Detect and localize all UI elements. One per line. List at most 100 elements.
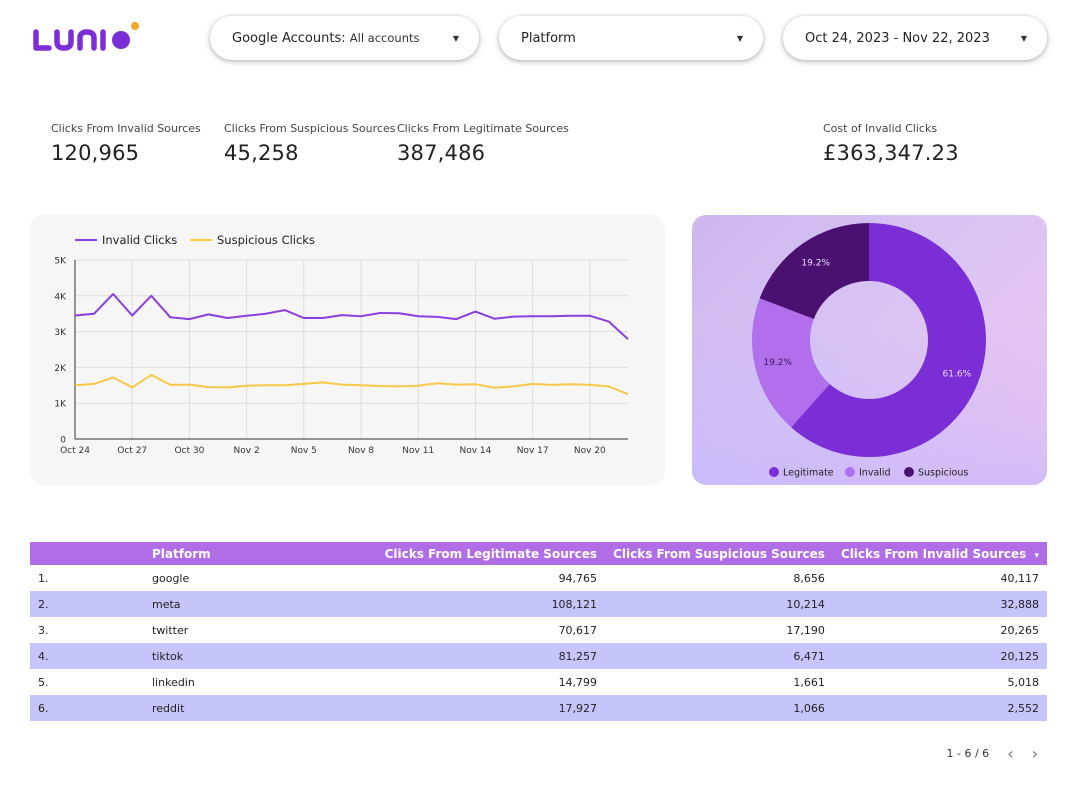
row-suspicious: 8,656: [793, 571, 825, 585]
row-legitimate: 17,927: [376, 695, 606, 721]
row-platform: meta: [144, 591, 377, 617]
chevron-right-icon[interactable]: ›: [1031, 744, 1038, 763]
row-invalid: 40,117: [1000, 571, 1040, 585]
row-platform: reddit: [144, 695, 377, 721]
donut-slice-label: 19.2%: [763, 358, 792, 368]
row-platform: tiktok: [144, 643, 377, 669]
pagination: 1 - 6 / 6 ‹ ›: [947, 744, 1038, 763]
logo-mark: [33, 22, 139, 51]
kpi-cost-invalid-clicks: Cost of Invalid Clicks £363,347.23: [823, 122, 959, 165]
date-range-label: Oct 24, 2023 - Nov 22, 2023: [805, 30, 990, 46]
clicks-donut-chart-card: 61.6% 19.2% 19.2% Legitimate Invalid Suspicio…: [692, 215, 1047, 485]
row-suspicious: 6,471: [605, 643, 833, 669]
y-tick-label: 1K: [54, 400, 67, 410]
row-invalid: 20,125: [832, 643, 1047, 669]
donut-slice-suspicious: [759, 223, 869, 319]
row-suspicious: 17,190: [786, 623, 825, 637]
row-platform: linkedin: [152, 675, 195, 689]
row-index: 1.: [38, 571, 49, 585]
date-range-dropdown[interactable]: Oct 24, 2023 - Nov 22, 2023 ▼: [783, 16, 1047, 60]
x-tick-label: Nov 11: [402, 446, 434, 456]
row-invalid: 5,018: [1007, 675, 1040, 689]
lunio-logo: [32, 18, 147, 60]
legend-label: Suspicious Clicks: [217, 233, 315, 247]
clicks-donut-chart: 61.6% 19.2% 19.2% Legitimate Invalid Suspicio…: [752, 223, 986, 479]
row-index: 3.: [38, 623, 49, 637]
kpi-value: £363,347.23: [823, 141, 959, 165]
accounts-filter-label: Google Accounts:: [232, 30, 346, 46]
chevron-left-icon[interactable]: ‹: [1007, 744, 1014, 763]
row-suspicious: 1,066: [605, 695, 833, 721]
clicks-line-chart-card: Invalid Clicks Suspicious Clicks 0 1K 2K 3K 4K…: [30, 215, 665, 485]
accounts-filter-value: All accounts: [349, 30, 420, 45]
kpi-title: Clicks From Suspicious Sources: [224, 122, 396, 135]
row-invalid: 32,888: [832, 591, 1047, 617]
x-tick-label: Oct 27: [117, 446, 147, 456]
row-legitimate: 70,617: [558, 623, 598, 637]
y-tick-label: 0: [60, 436, 66, 446]
row-platform: google: [152, 571, 190, 585]
x-tick-label: Nov 8: [348, 446, 374, 456]
column-header-legitimate[interactable]: Clicks From Legitimate Sources: [376, 542, 606, 565]
platform-filter-label: Platform: [521, 30, 576, 46]
table-row[interactable]: 2. meta 108,121 10,214 32,888: [30, 591, 1047, 617]
table-row[interactable]: 1. google 94,765 8,656 40,117: [30, 565, 1047, 591]
pagination-label: 1 - 6 / 6: [946, 747, 990, 760]
row-legitimate: 108,121: [376, 591, 606, 617]
legend-label: Invalid Clicks: [102, 233, 177, 247]
x-tick-label: Nov 14: [460, 446, 492, 456]
row-invalid: 20,265: [1000, 623, 1040, 637]
legend-swatch: [769, 467, 779, 477]
legend-swatch: [845, 467, 855, 477]
column-header-index: [30, 542, 144, 565]
donut-slice-label: 61.6%: [943, 370, 972, 380]
column-header-platform[interactable]: Platform: [144, 542, 377, 565]
kpi-value: 45,258: [224, 141, 299, 165]
row-suspicious: 10,214: [605, 591, 833, 617]
table-row[interactable]: 4. tiktok 81,257 6,471 20,125: [30, 643, 1047, 669]
row-index: 6.: [30, 695, 144, 721]
accounts-filter-dropdown[interactable]: Google Accounts: All accounts ▼: [210, 16, 479, 60]
legend-label: Invalid: [859, 468, 891, 479]
y-tick-label: 2K: [54, 364, 67, 374]
caret-down-icon: ▼: [736, 33, 743, 43]
row-suspicious: 1,661: [793, 675, 825, 689]
legend-swatch: [904, 467, 914, 477]
x-tick-label: Nov 17: [517, 446, 549, 456]
table-row[interactable]: 3. twitter 70,617 17,190 20,265: [30, 617, 1047, 643]
legend-label: Legitimate: [783, 468, 834, 479]
y-tick-label: 3K: [54, 328, 67, 338]
row-legitimate: 14,799: [558, 675, 598, 689]
row-index: 4.: [30, 643, 144, 669]
accounts-filter-label-group: Google Accounts: All accounts: [232, 31, 453, 46]
table-header-row: Platform Clicks From Legitimate Sources …: [30, 542, 1047, 565]
row-index: 5.: [38, 675, 49, 689]
donut-slice-invalid: [752, 298, 830, 428]
legend-label: Suspicious: [918, 468, 968, 479]
kpi-invalid-clicks: Clicks From Invalid Sources 120,965: [51, 122, 201, 165]
x-tick-label: Nov 20: [574, 446, 606, 456]
row-legitimate: 94,765: [558, 571, 598, 585]
column-header-suspicious[interactable]: Clicks From Suspicious Sources: [605, 542, 833, 565]
kpi-title: Clicks From Legitimate Sources: [397, 122, 569, 135]
table-row[interactable]: 6. reddit 17,927 1,066 2,552: [30, 695, 1047, 721]
x-tick-label: Oct 24: [60, 446, 90, 456]
kpi-suspicious-clicks: Clicks From Suspicious Sources 45,258: [224, 122, 395, 165]
table-row[interactable]: 5. linkedin 14,799 1,661 5,018: [30, 669, 1047, 695]
row-legitimate: 81,257: [376, 643, 606, 669]
y-tick-label: 5K: [54, 257, 67, 267]
column-header-invalid[interactable]: Clicks From Invalid Sources ▾: [832, 542, 1047, 565]
kpi-title: Clicks From Invalid Sources: [51, 122, 201, 135]
kpi-title: Cost of Invalid Clicks: [823, 122, 938, 135]
x-tick-label: Oct 30: [174, 446, 204, 456]
sort-descending-icon: ▾: [1034, 550, 1039, 561]
kpi-value: 120,965: [51, 141, 140, 165]
platform-table: Platform Clicks From Legitimate Sources …: [30, 542, 1047, 721]
x-tick-label: Nov 5: [291, 446, 317, 456]
y-tick-label: 4K: [54, 292, 67, 302]
clicks-line-chart: Invalid Clicks Suspicious Clicks 0 1K 2K 3K 4K…: [54, 233, 629, 456]
column-header-invalid-label: Clicks From Invalid Sources: [840, 546, 1027, 561]
kpi-legitimate-clicks: Clicks From Legitimate Sources 387,486: [397, 122, 569, 165]
platform-filter-dropdown[interactable]: Platform ▼: [499, 16, 763, 60]
donut-slice-label: 19.2%: [801, 259, 830, 269]
